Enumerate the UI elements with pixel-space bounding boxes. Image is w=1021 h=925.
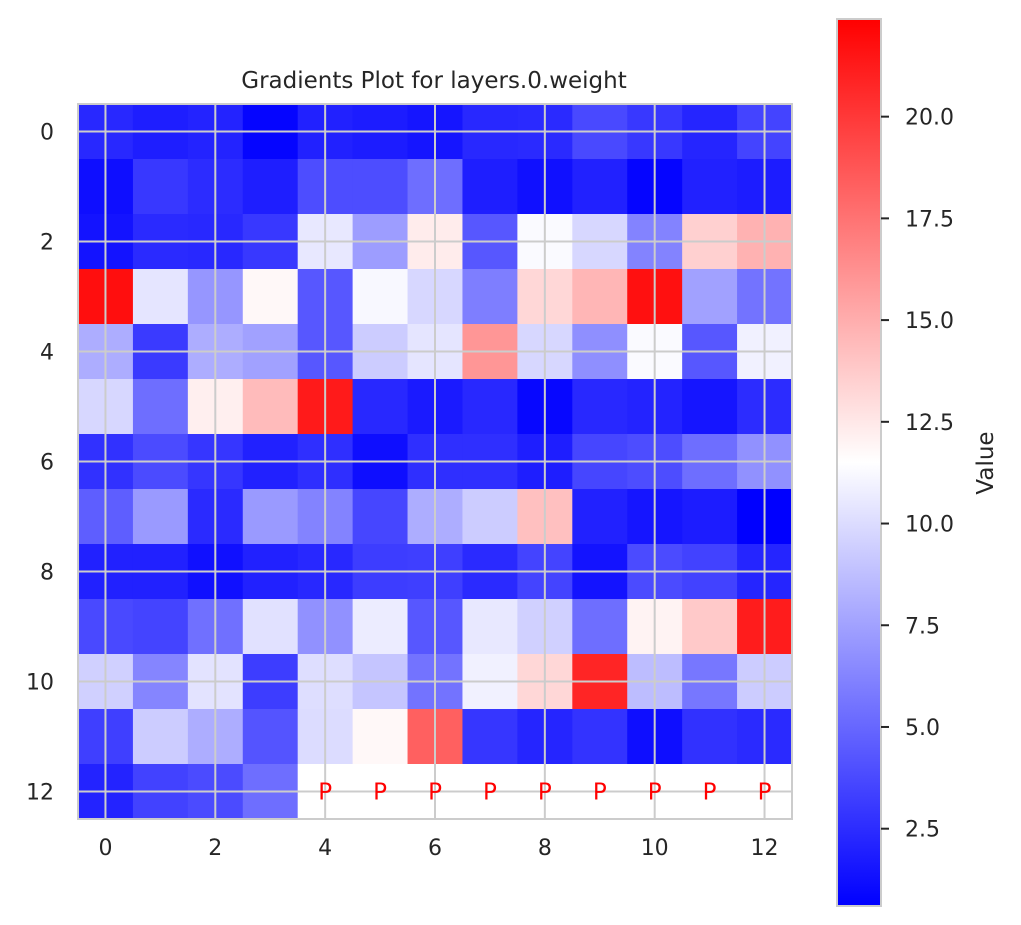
y-tick-label-6: 6 [40, 451, 54, 476]
padding-marker-r12-c4: P [318, 780, 332, 806]
heatmap-cell-r9-c1 [132, 599, 189, 655]
heatmap-cell-r7-c7 [462, 489, 518, 545]
y-axis-ticks: 0 2 4 6 8 10 12 [26, 121, 54, 806]
heatmap-cell-r5-c11 [682, 379, 738, 435]
heatmap-cell-r3-c3 [242, 269, 299, 325]
heatmap-cell-r9-c9 [572, 599, 628, 655]
heatmap-cell-r1-c11 [682, 159, 738, 215]
padding-marker-r12-c12: P [758, 780, 772, 806]
heatmap-cell-r3-c11 [682, 269, 738, 325]
heatmap-cell-r11-c3 [242, 709, 299, 765]
y-tick-label-0: 0 [40, 121, 54, 146]
heatmap-cell-r1-c7 [462, 159, 518, 215]
x-tick-label-2: 2 [208, 836, 222, 861]
colorbar [836, 18, 882, 907]
colorbar-tick-label-2: 7.5 [905, 614, 940, 639]
heatmap-cell-r11-c1 [132, 709, 189, 765]
x-tick-label-8: 8 [538, 836, 552, 861]
chart-title: Gradients Plot for layers.0.weight [241, 68, 627, 94]
padding-marker-r12-c11: P [703, 780, 717, 806]
heatmap-cell-r3-c7 [462, 269, 518, 325]
x-tick-label-6: 6 [428, 836, 442, 861]
heatmap-cell-r3-c1 [132, 269, 189, 325]
heatmap-cell-r5-c9 [572, 379, 628, 435]
heatmap-cell-r5-c3 [242, 379, 299, 435]
colorbar-tick-label-6: 17.5 [905, 207, 954, 232]
padding-marker-r12-c6: P [428, 780, 442, 806]
plot-frame [77, 103, 793, 820]
heatmap-cell-r1-c9 [572, 159, 628, 215]
y-tick-label-12: 12 [26, 781, 54, 806]
colorbar-tick-label-5: 15.0 [905, 309, 954, 334]
padding-marker-r12-c7: P [483, 780, 497, 806]
heatmap-cell-r7-c11 [682, 489, 738, 545]
heatmap-cell-r9-c11 [682, 599, 738, 655]
y-tick-label-2: 2 [40, 231, 54, 256]
colorbar-label: Value [973, 431, 999, 494]
heatmap-cell-r9-c5 [352, 599, 409, 655]
heatmap-cell-r11-c9 [572, 709, 628, 765]
heatmap-cell-r7-c3 [242, 489, 299, 545]
heatmap-cell-r9-c3 [242, 599, 299, 655]
colorbar-tick-label-4: 12.5 [905, 411, 954, 436]
colorbar-tick-label-1: 5.0 [905, 716, 940, 741]
colorbar-gradient [836, 18, 882, 907]
heatmap-cell-r11-c7 [462, 709, 518, 765]
padding-marker-r12-c9: P [593, 780, 607, 806]
heatmap-cell-r7-c5 [352, 489, 409, 545]
x-tick-label-4: 4 [318, 836, 332, 861]
y-tick-label-8: 8 [40, 561, 54, 586]
heatmap-cell-r3-c9 [572, 269, 628, 325]
grid-lines [78, 104, 792, 819]
colorbar-ticks: 2.5 5.0 7.5 10.0 12.5 15.0 17.5 20.0 [881, 106, 954, 843]
padding-marker-r12-c8: P [538, 780, 552, 806]
heatmap-cell-r11-c5 [352, 709, 409, 765]
heatmap-cell-r3-c5 [352, 269, 409, 325]
x-axis-ticks: 0 2 4 6 8 10 12 [98, 836, 778, 861]
heatmap-cell-r9-c7 [462, 599, 518, 655]
heatmap-cell-r5-c5 [352, 379, 409, 435]
heatmap-cell-r7-c9 [572, 489, 628, 545]
heatmap-cell-r11-c11 [682, 709, 738, 765]
x-tick-label-0: 0 [98, 836, 112, 861]
heatmap-cell-r7-c1 [132, 489, 189, 545]
colorbar-tick-label-7: 20.0 [905, 106, 954, 131]
y-tick-label-10: 10 [26, 671, 54, 696]
heatmap-cell-r1-c3 [242, 159, 299, 215]
x-tick-label-10: 10 [641, 836, 669, 861]
padding-marker-r12-c10: P [648, 780, 662, 806]
colorbar-tick-label-3: 10.0 [905, 513, 954, 538]
padding-marker-r12-c5: P [373, 780, 387, 806]
heatmap-cell-r5-c7 [462, 379, 518, 435]
colorbar-tick-label-0: 2.5 [905, 818, 940, 843]
y-tick-label-4: 4 [40, 341, 54, 366]
x-tick-label-12: 12 [751, 836, 779, 861]
heatmap-cell-r5-c1 [132, 379, 189, 435]
heatmap-cell-r1-c1 [132, 159, 189, 215]
heatmap-cell-r1-c5 [352, 159, 409, 215]
